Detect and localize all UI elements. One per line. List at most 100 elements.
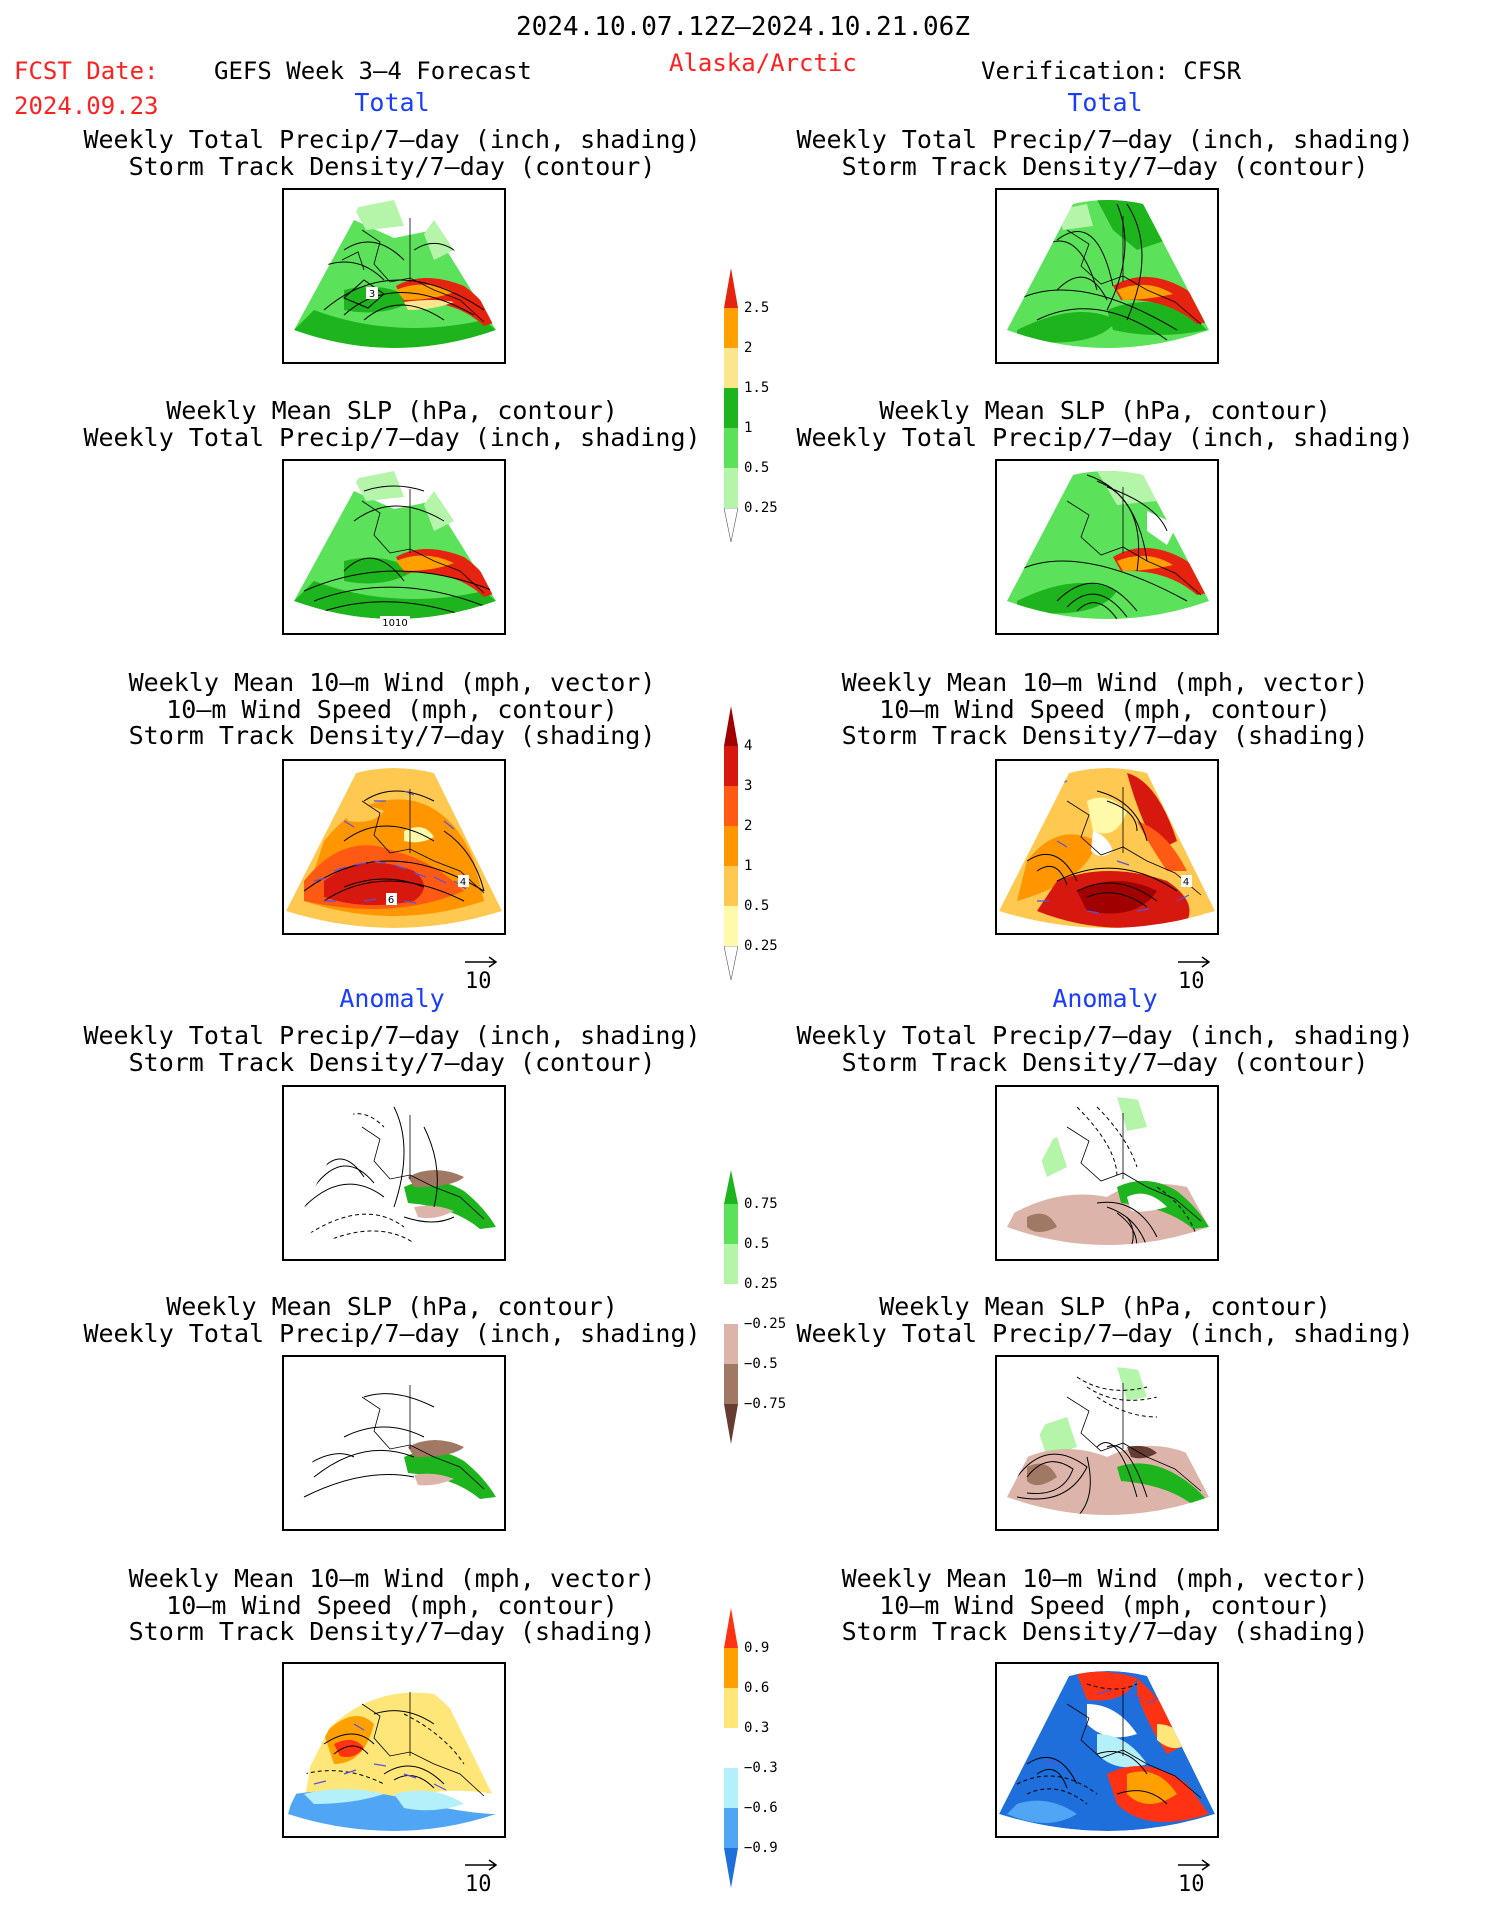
colorbar-segment — [724, 388, 738, 428]
fcst-date-value: 2024.09.23 — [14, 92, 159, 120]
title-fcst-total-precip-2: Storm Track Density/7–day (contour) — [128, 152, 656, 181]
map-fcst-total-precip-track: 3 — [282, 188, 506, 364]
colorbar-tick: 0.5 — [744, 898, 770, 914]
colorbar-tick: −0.75 — [744, 1396, 787, 1412]
title-ver-total-precip-2: Storm Track Density/7–day (contour) — [841, 152, 1369, 181]
colorbar-segment — [724, 1768, 738, 1808]
title-ver-anom-wind-1: Weekly Mean 10–m Wind (mph, vector) — [841, 1564, 1369, 1593]
vector-reference-ver-anom: 10 — [1175, 1858, 1215, 1898]
colorbar-segment — [724, 866, 738, 906]
colorbar-segment — [724, 1204, 738, 1244]
colorbar-segment — [724, 1808, 738, 1848]
title-fcst-total-wind-1: Weekly Mean 10–m Wind (mph, vector) — [128, 668, 656, 697]
colorbar-tick: 0.5 — [744, 460, 770, 476]
vector-reference-ver-total: 10 — [1175, 955, 1215, 995]
colorbar-tick: −0.6 — [744, 1800, 778, 1816]
colorbar-segment — [724, 1364, 738, 1404]
date-range: 2024.10.07.12Z–2024.10.21.06Z — [516, 12, 970, 42]
colorbar-tick: −0.9 — [744, 1840, 778, 1856]
colorbar-segment — [724, 746, 738, 786]
colorbar-bottom-cap — [724, 946, 738, 980]
colorbar-bottom-cap — [724, 508, 738, 542]
map-ver-total-wind-track: 4 — [995, 759, 1219, 935]
title-ver-total-slp-1: Weekly Mean SLP (hPa, contour) — [879, 396, 1331, 425]
colorbar-segment — [724, 428, 738, 468]
contour-label: 1010 — [382, 618, 407, 629]
title-ver-anom-wind-2: 10–m Wind Speed (mph, contour) — [879, 1591, 1331, 1620]
title-fcst-total-slp-2: Weekly Total Precip/7–day (inch, shading… — [83, 423, 701, 452]
title-fcst-total-slp-1: Weekly Mean SLP (hPa, contour) — [166, 396, 618, 425]
colorbar-tick: −0.25 — [744, 1316, 787, 1332]
title-fcst-anom-wind-1: Weekly Mean 10–m Wind (mph, vector) — [128, 1564, 656, 1593]
title-fcst-total-wind-3: Storm Track Density/7–day (shading) — [128, 721, 656, 750]
colorbar-track-total: 4 3 2 1 0.5 0.25 — [724, 706, 778, 980]
title-ver-anom-slp-2: Weekly Total Precip/7–day (inch, shading… — [796, 1319, 1414, 1348]
colorbar-tick: 0.25 — [744, 1276, 778, 1292]
section-anomaly-verification: Anomaly — [1052, 984, 1158, 1013]
colorbar-tick: 1 — [744, 420, 753, 436]
colorbar-segment — [724, 906, 738, 946]
colorbar-tick: 0.6 — [744, 1680, 770, 1696]
vector-reference-fcst-total: 10 — [462, 955, 502, 995]
colorbar-segment — [724, 826, 738, 866]
title-fcst-anom-slp-1: Weekly Mean SLP (hPa, contour) — [166, 1292, 618, 1321]
title-fcst-anom-precip-1: Weekly Total Precip/7–day (inch, shading… — [83, 1021, 701, 1050]
colorbar-tick: 0.9 — [744, 1640, 770, 1656]
contour-label: 3 — [369, 289, 375, 300]
title-ver-anom-precip-2: Storm Track Density/7–day (contour) — [841, 1048, 1369, 1077]
colorbar-segment — [724, 1728, 738, 1768]
colorbar-top-cap — [724, 706, 738, 746]
title-ver-total-precip-1: Weekly Total Precip/7–day (inch, shading… — [796, 125, 1414, 154]
contour-label: 4 — [460, 877, 466, 888]
colorbar-tick: 0.25 — [744, 938, 778, 954]
title-fcst-anom-slp-2: Weekly Total Precip/7–day (inch, shading… — [83, 1319, 701, 1348]
title-fcst-total-wind-2: 10–m Wind Speed (mph, contour) — [166, 695, 618, 724]
map-fcst-anom-precip-track — [282, 1085, 506, 1261]
verification-label: Verification: CFSR — [981, 57, 1242, 85]
colorbar-tick: 2 — [744, 340, 753, 356]
title-ver-total-wind-1: Weekly Mean 10–m Wind (mph, vector) — [841, 668, 1369, 697]
map-fcst-anom-wind-track — [282, 1662, 506, 1838]
colorbar-top-cap — [724, 1608, 738, 1648]
vector-reference-label: 10 — [1178, 969, 1205, 994]
title-ver-anom-slp-1: Weekly Mean SLP (hPa, contour) — [879, 1292, 1331, 1321]
vector-reference-label: 10 — [465, 969, 492, 994]
colorbar-segment — [724, 1244, 738, 1284]
vector-reference-fcst-anom: 10 — [462, 1858, 502, 1898]
colorbar-tick: 2.5 — [744, 300, 770, 316]
fcst-date-label: FCST Date: — [14, 57, 159, 85]
title-ver-total-wind-2: 10–m Wind Speed (mph, contour) — [879, 695, 1331, 724]
title-ver-anom-precip-1: Weekly Total Precip/7–day (inch, shading… — [796, 1021, 1414, 1050]
colorbar-top-cap — [724, 268, 738, 308]
colorbar-segment — [724, 468, 738, 508]
colorbar-segment — [724, 1324, 738, 1364]
colorbar-tick: 0.3 — [744, 1720, 770, 1736]
colorbar-tick: −0.5 — [744, 1356, 778, 1372]
title-fcst-anom-precip-2: Storm Track Density/7–day (contour) — [128, 1048, 656, 1077]
region-label: Alaska/Arctic — [669, 49, 857, 77]
map-ver-total-precip-track — [995, 188, 1219, 364]
title-fcst-total-precip-1: Weekly Total Precip/7–day (inch, shading… — [83, 125, 701, 154]
colorbar-segment — [724, 1284, 738, 1324]
contour-label: 6 — [388, 895, 394, 906]
colorbar-top-cap — [724, 1170, 738, 1204]
colorbar-tick: 0.25 — [744, 500, 778, 516]
title-ver-total-slp-2: Weekly Total Precip/7–day (inch, shading… — [796, 423, 1414, 452]
map-fcst-anom-slp-precip — [282, 1355, 506, 1531]
colorbar-tick: 1 — [744, 858, 753, 874]
colorbar-tick: −0.3 — [744, 1760, 778, 1776]
section-anomaly-forecast: Anomaly — [339, 984, 445, 1013]
map-ver-total-slp-precip — [995, 459, 1219, 635]
colorbar-tick: 0.75 — [744, 1196, 778, 1212]
colorbar-segment — [724, 1648, 738, 1688]
colorbar-segment — [724, 786, 738, 826]
colorbar-bottom-cap — [724, 1404, 738, 1444]
colorbar-tick: 1.5 — [744, 380, 770, 396]
colorbar-segment — [724, 308, 738, 348]
title-ver-total-wind-3: Storm Track Density/7–day (shading) — [841, 721, 1369, 750]
title-ver-anom-wind-3: Storm Track Density/7–day (shading) — [841, 1617, 1369, 1646]
contour-label: 4 — [1183, 877, 1189, 888]
vector-reference-label: 10 — [465, 1872, 492, 1897]
title-fcst-anom-wind-3: Storm Track Density/7–day (shading) — [128, 1617, 656, 1646]
vector-reference-label: 10 — [1178, 1872, 1205, 1897]
